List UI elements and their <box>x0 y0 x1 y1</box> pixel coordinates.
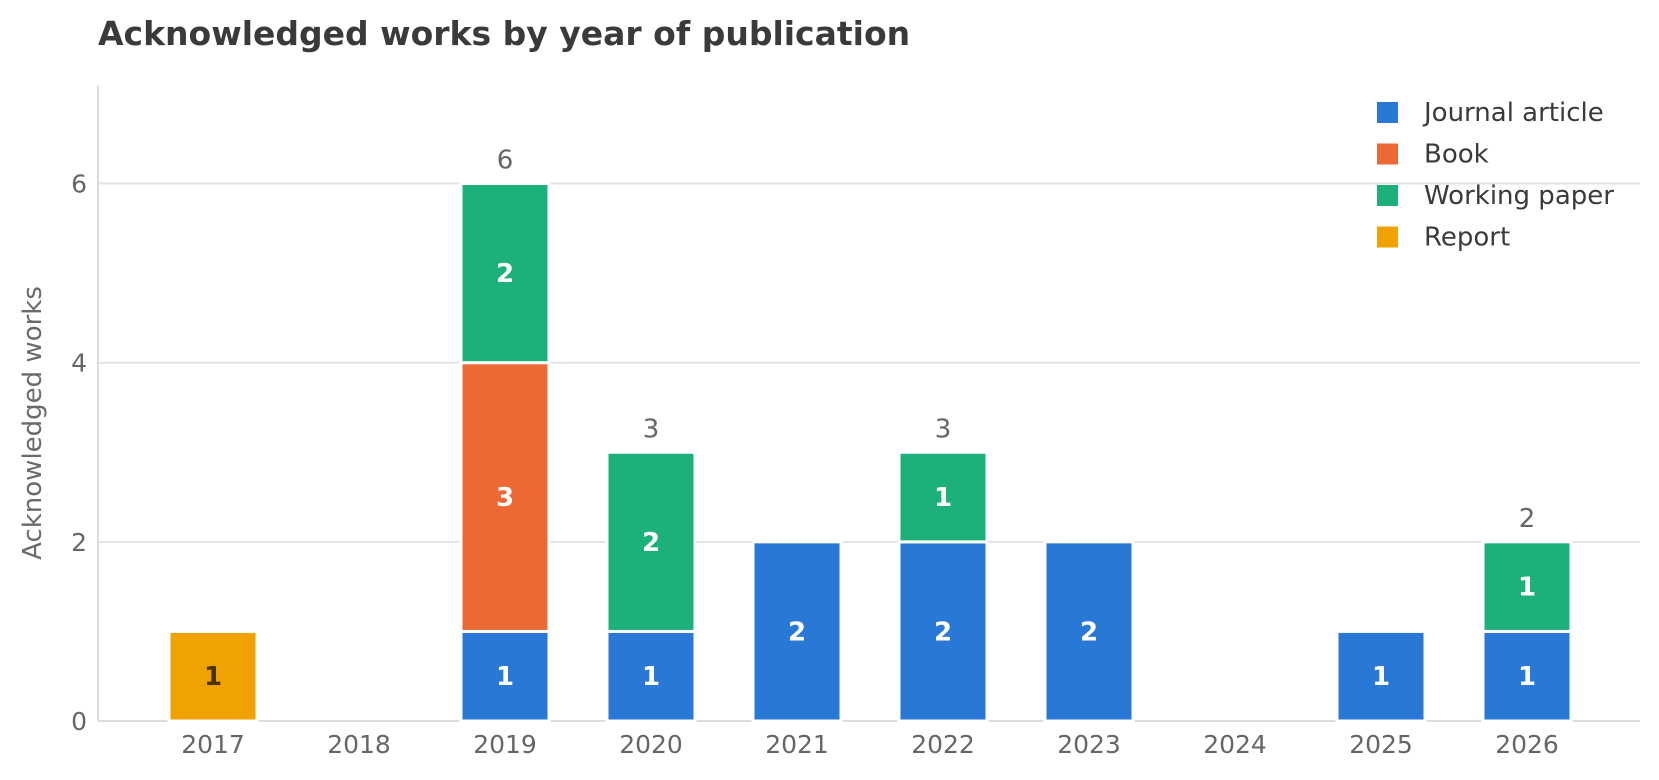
bar-segment <box>1481 540 1573 633</box>
x-tick-label: 2026 <box>1495 730 1559 759</box>
bar-value-label: 3 <box>496 483 514 513</box>
y-tick-label: 6 <box>71 170 87 199</box>
legend-label: Working paper <box>1424 181 1614 211</box>
bar-value-label: 2 <box>934 617 952 647</box>
x-tick-label: 2017 <box>181 730 245 759</box>
x-tick-label: 2023 <box>1057 730 1121 759</box>
bar-segment <box>1481 629 1573 723</box>
bar-value-label: 1 <box>1372 662 1390 692</box>
y-axis-label: Acknowledged works <box>18 286 48 560</box>
x-tick-label: 2025 <box>1349 730 1413 759</box>
bar-total-label: 2 <box>1519 504 1536 534</box>
y-tick-label: 2 <box>71 528 87 557</box>
legend-label: Journal article <box>1422 98 1604 128</box>
bar-value-label: 2 <box>496 259 514 289</box>
bar-value-label: 1 <box>1518 662 1536 692</box>
x-tick-label: 2024 <box>1203 730 1267 759</box>
x-tick-label: 2020 <box>619 730 683 759</box>
bar-value-label: 2 <box>642 528 660 558</box>
legend-swatch <box>1377 102 1398 123</box>
bar-value-label: 2 <box>788 617 806 647</box>
bar-total-label: 3 <box>935 414 952 444</box>
bar-segment <box>1043 540 1135 723</box>
legend-swatch <box>1377 143 1398 165</box>
bar-value-label: 1 <box>642 662 660 692</box>
bar-total-label: 6 <box>497 146 514 176</box>
bar-value-label: 1 <box>934 483 952 513</box>
bar-segment <box>1335 629 1427 723</box>
chart-title: Acknowledged works by year of publicatio… <box>98 14 911 53</box>
bar-value-label: 2 <box>1080 617 1098 647</box>
y-tick-label: 0 <box>71 707 87 736</box>
bar-segment <box>751 540 843 723</box>
bar-segment <box>459 361 551 633</box>
bar-segment <box>605 450 697 633</box>
bar-value-label: 1 <box>204 662 222 692</box>
x-tick-label: 2021 <box>765 730 829 759</box>
bar-segment <box>459 629 551 723</box>
legend-label: Book <box>1424 140 1489 170</box>
x-tick-label: 2019 <box>473 730 537 759</box>
x-tick-label: 2022 <box>911 730 975 759</box>
bar-value-label: 1 <box>1518 573 1536 603</box>
bar-segment <box>897 450 989 544</box>
legend-swatch <box>1377 185 1398 206</box>
bar-segment <box>167 629 259 723</box>
legend-swatch <box>1377 226 1398 248</box>
bar-total-label: 3 <box>643 414 660 444</box>
bar-value-label: 1 <box>496 662 514 692</box>
bar-segment <box>897 540 989 723</box>
y-tick-label: 4 <box>71 349 87 378</box>
legend-label: Report <box>1424 223 1510 253</box>
x-tick-label: 2018 <box>327 730 391 759</box>
bar-segment <box>459 182 551 365</box>
bar-segment <box>605 629 697 723</box>
